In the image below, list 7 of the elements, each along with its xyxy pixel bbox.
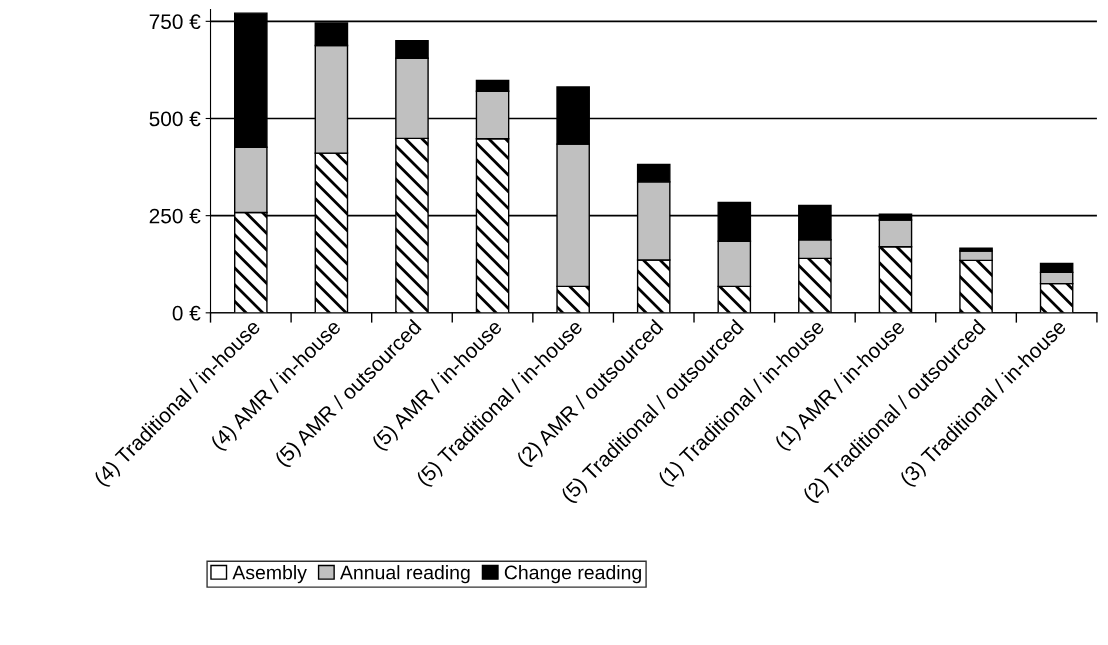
legend-label: Change reading <box>504 565 641 584</box>
y-tick-label: 750 € <box>149 14 201 30</box>
legend-label: Annual reading <box>340 565 470 584</box>
y-tick-label: 0 € <box>172 305 201 321</box>
y-tick-label: 250 € <box>149 208 201 224</box>
legend-label: Asembly <box>232 565 307 584</box>
y-tick-label: 500 € <box>149 111 201 127</box>
